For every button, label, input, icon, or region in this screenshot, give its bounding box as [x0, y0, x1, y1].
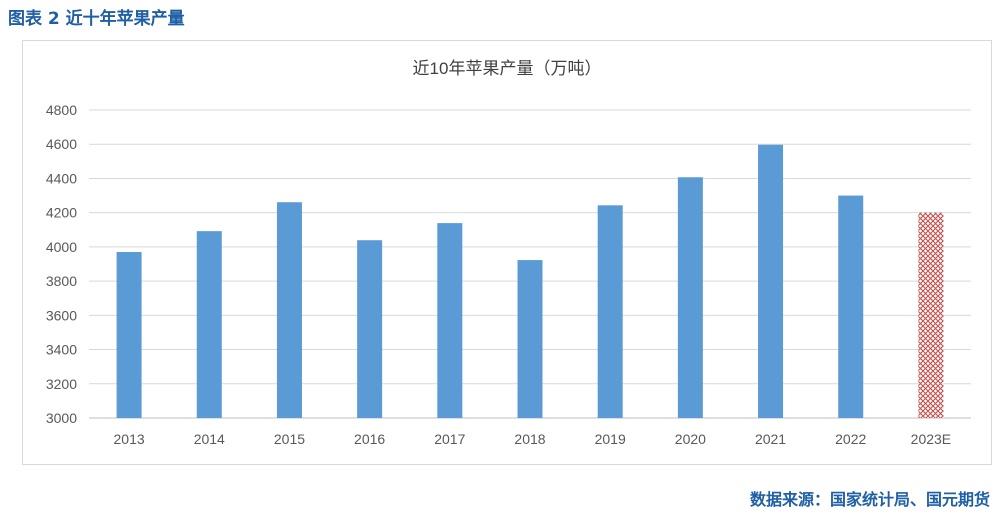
bar-2019: [597, 205, 623, 418]
x-tick-label: 2016: [354, 431, 385, 447]
y-tick-label: 3800: [46, 273, 77, 289]
x-tick-label: 2015: [274, 431, 305, 447]
bar-2022: [838, 195, 864, 418]
x-axis-ticks: 2013 2014 2015 2016 2017 2018 2019 2020 2021 2022…: [114, 431, 952, 447]
y-axis-ticks: 3000 3200 3400 3600 3800 4000 4200 4400 4600 4800: [46, 102, 77, 426]
x-tick-label: 2021: [755, 431, 786, 447]
x-tick-label: 2013: [114, 431, 145, 447]
y-tick-label: 3400: [46, 342, 77, 358]
bar-2013: [116, 252, 142, 418]
bar-estimate-2023E: [918, 212, 944, 418]
bar-2020: [677, 177, 703, 418]
y-tick-label: 3000: [46, 410, 77, 426]
y-tick-label: 4600: [46, 136, 77, 152]
x-tick-label: 2023E: [911, 431, 951, 447]
figure-caption: 图表 2 近十年苹果产量: [8, 9, 185, 29]
bars: [116, 144, 944, 418]
bar-2016: [357, 240, 383, 418]
bar-2014: [196, 231, 222, 418]
bar-2015: [276, 202, 302, 418]
x-tick-label: 2022: [835, 431, 866, 447]
chart-frame: 近10年苹果产量（万吨） 3000 3200 3400 3600 3800 4000 420…: [22, 40, 992, 465]
bar-chart: 近10年苹果产量（万吨） 3000 3200 3400 3600 3800 4000 420…: [46, 59, 971, 447]
y-tick-label: 3600: [46, 307, 77, 323]
chart-title: 近10年苹果产量（万吨）: [413, 59, 602, 78]
x-tick-label: 2018: [514, 431, 545, 447]
x-tick-label: 2020: [675, 431, 706, 447]
y-tick-label: 4400: [46, 170, 77, 186]
y-tick-label: 3200: [46, 376, 77, 392]
x-tick-label: 2014: [194, 431, 225, 447]
bar-2021: [758, 144, 784, 418]
y-tick-label: 4800: [46, 102, 77, 118]
bar-2018: [517, 260, 543, 418]
bar-2017: [437, 223, 463, 418]
x-tick-label: 2017: [434, 431, 465, 447]
y-tick-label: 4000: [46, 239, 77, 255]
y-tick-label: 4200: [46, 205, 77, 221]
source-note: 数据来源：国家统计局、国元期货: [749, 490, 990, 509]
x-tick-label: 2019: [595, 431, 626, 447]
